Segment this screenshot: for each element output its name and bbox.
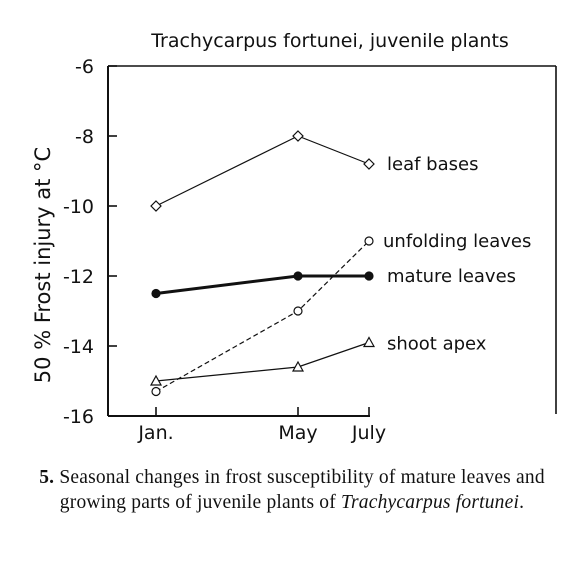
series-lines [155,135,370,393]
caption-end: . [519,492,525,513]
series-label-unfolding-leaves: unfolding leaves [383,231,531,252]
y-tick-label: -12 [63,266,94,288]
y-tick-label: -16 [63,406,94,428]
plot-frame [107,65,557,417]
series-label-shoot-apex: shoot apex [387,334,487,355]
caption-species: Trachycarpus fortunei [341,492,520,513]
y-axis-ticks: -6 -8 -10 -12 -14 -16 [63,56,117,428]
data-point-shoot-apex [291,360,305,372]
chart-title: Trachycarpus fortunei, juvenile plants [150,30,509,52]
series-label-leaf-bases: leaf bases [387,154,478,175]
caption-number: 5. [39,467,55,488]
series-line-unfolding-leaves [155,240,370,393]
series-line-leaf-bases [155,135,370,207]
figure-caption: 5. Seasonal changes in frost susceptibil… [18,465,566,515]
data-point-shoot-apex [362,336,376,348]
data-point-unfolding-leaves [293,306,303,316]
data-point-mature-leaves [151,288,161,299]
data-point-mature-leaves [364,271,374,281]
series-points [149,130,376,397]
x-tick-label: July [351,422,386,444]
series-line-mature-leaves [155,274,369,295]
caption-text: Seasonal changes in frost susceptibility… [59,467,545,513]
data-point-leaf-bases [363,158,375,170]
series-labels: leaf bases unfolding leaves mature leaves s… [383,154,531,355]
series-label-mature-leaves: mature leaves [387,266,516,287]
series-line-shoot-apex [155,341,370,382]
data-point-shoot-apex [149,374,163,386]
y-tick-label: -8 [75,126,94,148]
data-point-unfolding-leaves [364,236,374,246]
data-point-unfolding-leaves [151,386,161,397]
x-tick-label: May [278,422,317,444]
data-point-leaf-bases [150,200,162,212]
x-tick-label: Jan. [137,422,173,444]
y-tick-label: -10 [63,196,94,218]
y-tick-label: -6 [75,56,94,78]
data-point-leaf-bases [292,130,304,142]
y-axis-label: 50 % Frost injury at °C [31,147,55,383]
x-axis-ticks: Jan. May July [137,407,386,444]
y-tick-label: -14 [63,336,94,358]
data-point-mature-leaves [293,271,303,281]
